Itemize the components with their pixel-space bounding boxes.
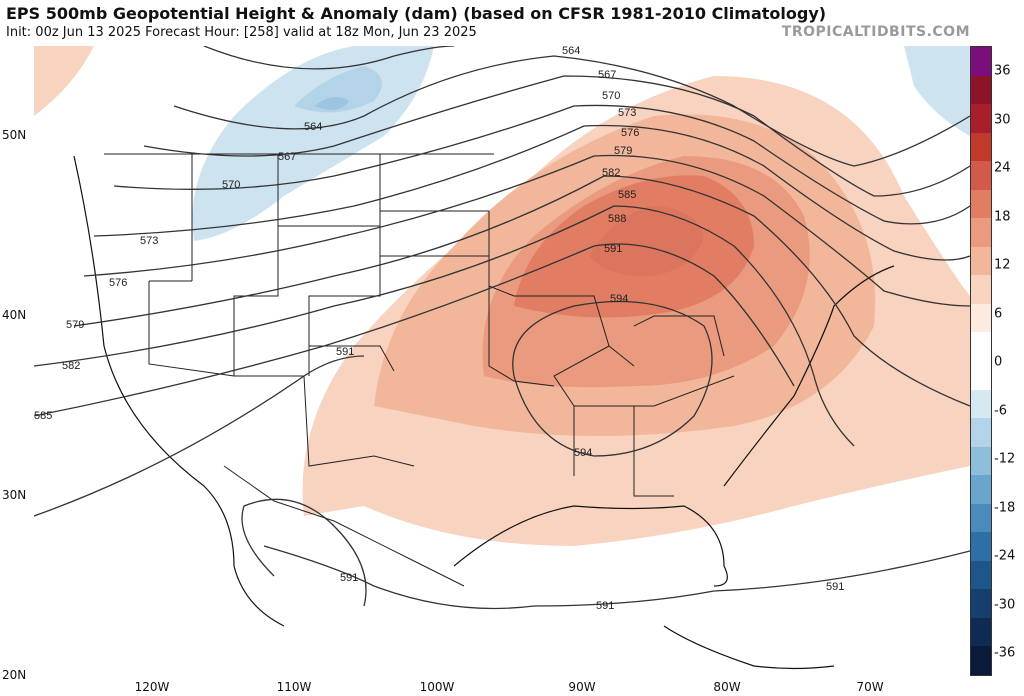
colorbar-tick-label: 12	[994, 257, 1011, 273]
contour-label: 573	[618, 107, 636, 119]
contour-label: 573	[140, 235, 158, 247]
contour-label: 570	[222, 179, 240, 191]
political-borders	[104, 153, 735, 587]
lon-label: 100W	[419, 680, 455, 694]
anomaly-fill-neg6	[314, 97, 349, 110]
colorbar-segment	[971, 47, 991, 77]
contour-label: 585	[34, 410, 52, 422]
colorbar-segment	[971, 418, 991, 448]
contour-label: 594	[574, 447, 592, 459]
contour-labels: 564 564 567 567 570 570 573 573 576 576 …	[34, 46, 844, 612]
colorbar-tick-label: 36	[994, 63, 1011, 79]
map-subtitle: Init: 00z Jun 13 2025 Forecast Hour: [25…	[6, 25, 477, 40]
colorbar-segment	[971, 161, 991, 191]
lon-label: 90W	[568, 680, 596, 694]
lat-label: 20N	[2, 668, 27, 682]
contour-label: 591	[826, 581, 844, 593]
height-contours	[34, 46, 970, 610]
contour-label: 591	[336, 346, 354, 358]
colorbar-tick-label: 6	[994, 306, 1003, 321]
contour-label: 564	[562, 46, 580, 57]
contour-label: 591	[340, 572, 358, 584]
colorbar-segment	[971, 361, 991, 391]
colorbar-segment	[971, 446, 991, 476]
lat-label: 40N	[2, 308, 27, 322]
colorbar-segment	[971, 589, 991, 619]
colorbar-segment	[971, 646, 991, 676]
site-watermark: TROPICALTIDBITS.COM	[781, 24, 970, 40]
colorbar-tick-label: -18	[994, 500, 1016, 515]
contour-label: 588	[608, 213, 626, 225]
colorbar-tick-label: 0	[994, 354, 1003, 370]
colorbar-segment	[971, 189, 991, 219]
contour-label: 579	[66, 319, 84, 331]
colorbar-segment	[971, 75, 991, 105]
contour-label: 576	[621, 127, 639, 139]
colorbar-segment	[971, 303, 991, 333]
lon-label: 110W	[276, 680, 312, 694]
colorbar-segment	[971, 503, 991, 533]
colorbar-segment	[971, 389, 991, 419]
colorbar-segment	[971, 132, 991, 162]
colorbar-segment	[971, 104, 991, 134]
contour-label: 564	[304, 121, 322, 133]
anomaly-fill-15	[589, 206, 704, 277]
anomaly-fill-neg6	[294, 66, 382, 113]
colorbar-segment	[971, 532, 991, 562]
negative-anomaly-layer	[192, 46, 970, 241]
colorbar-tick-label: -24	[994, 548, 1016, 564]
weather-map: 564 564 567 567 570 570 573 573 576 576 …	[34, 46, 970, 676]
colorbar-segment	[971, 246, 991, 276]
colorbar-segment	[971, 275, 991, 305]
contour-label: 582	[602, 167, 620, 179]
anomaly-fill-neg3	[192, 46, 434, 241]
anomaly-colorbar	[970, 46, 992, 676]
contour-label: 594	[610, 293, 628, 305]
lon-label: 120W	[134, 680, 170, 694]
contour-label: 567	[598, 69, 616, 81]
colorbar-tick-label: 18	[994, 209, 1011, 224]
positive-anomaly-layer	[34, 46, 970, 546]
coastlines	[73, 155, 895, 670]
lat-label: 30N	[2, 488, 27, 502]
contour-label: 591	[596, 600, 614, 612]
map-title: EPS 500mb Geopotential Height & Anomaly …	[6, 4, 827, 23]
colorbar-tick-label: -36	[994, 645, 1016, 661]
lon-label: 80W	[713, 680, 741, 694]
colorbar-tick-label: 30	[994, 112, 1011, 127]
anomaly-fill-neg3	[904, 46, 970, 136]
colorbar-tick-label: -30	[994, 597, 1016, 612]
contour-label: 579	[614, 145, 632, 157]
colorbar-segment	[971, 475, 991, 505]
lat-label: 50N	[2, 128, 27, 142]
contour-label: 591	[604, 243, 622, 255]
colorbar-segment	[971, 560, 991, 590]
colorbar-tick-label: -6	[994, 403, 1007, 418]
anomaly-fill-3	[34, 46, 94, 116]
contour-label: 567	[278, 151, 296, 163]
colorbar-tick-label: -12	[994, 451, 1016, 467]
colorbar-segment	[971, 218, 991, 248]
contour-label: 576	[109, 277, 127, 289]
contour-label: 570	[602, 90, 620, 102]
colorbar-tick-label: 24	[994, 160, 1011, 176]
colorbar-segment	[971, 332, 991, 362]
colorbar-segment	[971, 617, 991, 647]
map-header: EPS 500mb Geopotential Height & Anomaly …	[0, 0, 1024, 46]
map-canvas: 564 564 567 567 570 570 573 573 576 576 …	[34, 46, 970, 670]
lon-label: 70W	[856, 680, 884, 694]
contour-label: 582	[62, 360, 80, 372]
contour-label: 585	[618, 189, 636, 201]
